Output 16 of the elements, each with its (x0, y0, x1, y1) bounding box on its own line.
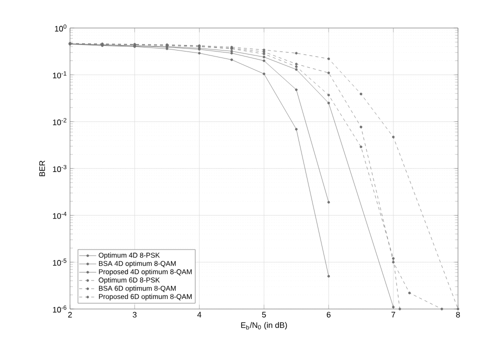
x-tick-label: 2 (68, 312, 72, 318)
x-tick-label: 4 (197, 312, 202, 318)
x-tick-label: 5 (262, 312, 266, 318)
y-tick-label: 10$^{-4}$ (53, 212, 66, 219)
y-tick-label: 10$^{-5}$ (53, 258, 66, 266)
x-tick-label: 6 (326, 312, 331, 318)
y-tick-label: 10$^{-1}$ (53, 71, 66, 78)
y-tick-label: 10$^{-6}$ (53, 305, 66, 313)
x-tick-label: 3 (132, 312, 137, 318)
y-tick-label: 10$^{-2}$ (53, 118, 66, 126)
y-tick-label: 10$^{-3}$ (53, 164, 66, 172)
x-tick-label: 7 (392, 312, 396, 318)
y-axis-title: BER (39, 160, 45, 176)
x-axis-title: E$_{b}$/N$_{0}$ (in dB) (241, 322, 287, 330)
x-tick-label: 8 (456, 312, 460, 318)
y-tick-label: 10$^{0}$ (55, 24, 66, 32)
